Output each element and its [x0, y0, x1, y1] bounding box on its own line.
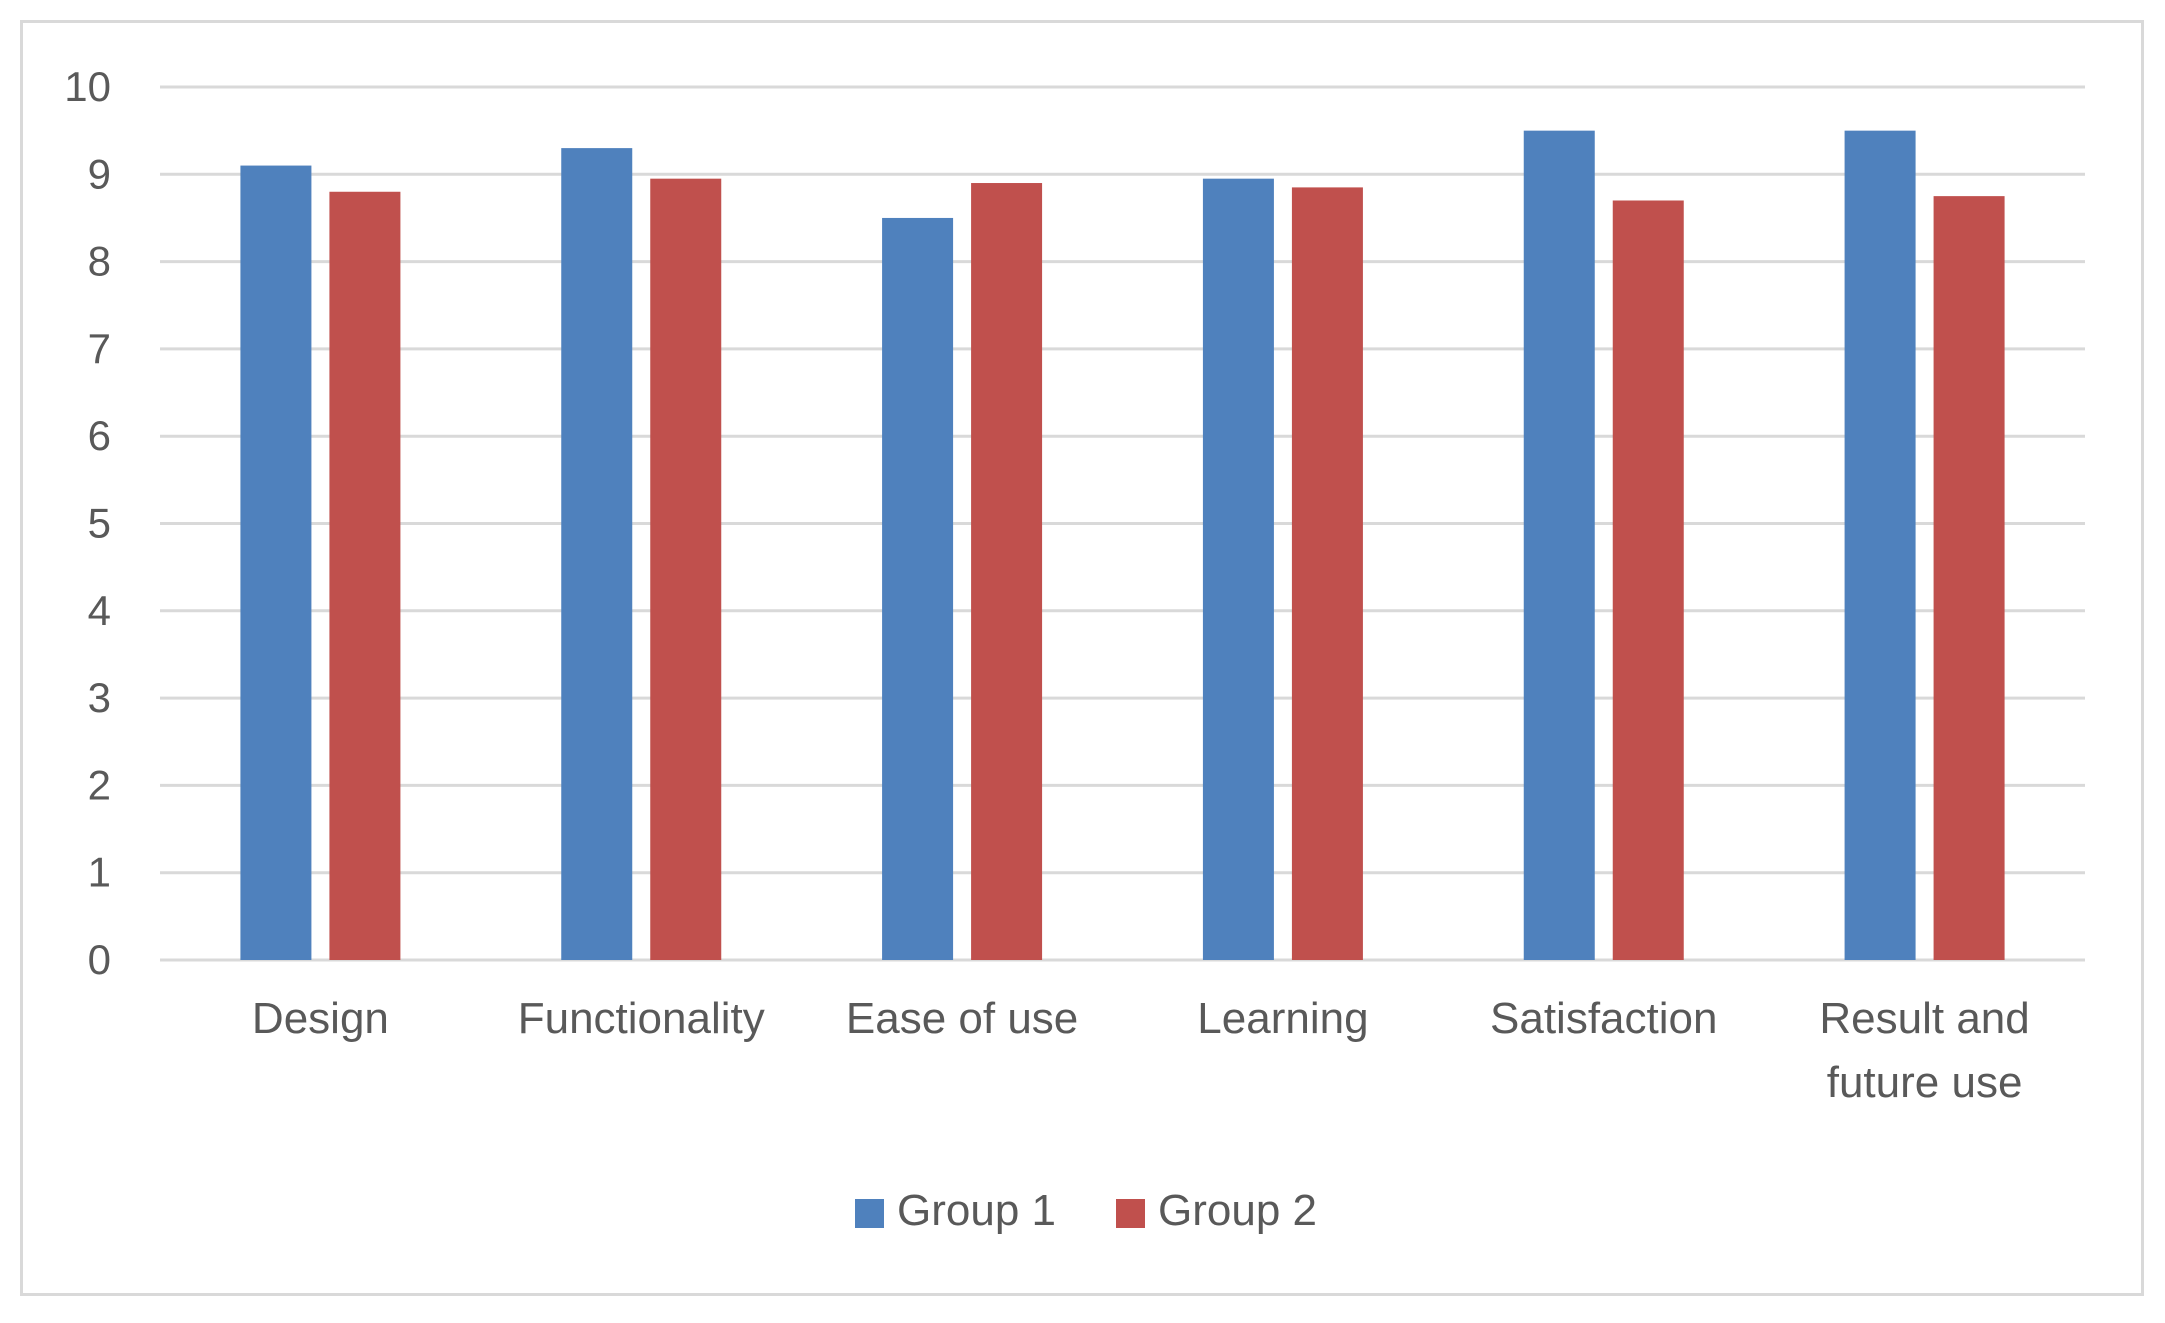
y-tick-label: 4 [88, 587, 111, 634]
bar-group-1 [561, 148, 633, 961]
legend-swatch [855, 1199, 884, 1228]
legend-label: Group 2 [1158, 1186, 1317, 1235]
legend-label: Group 1 [897, 1186, 1056, 1235]
bar-group-2 [329, 191, 401, 960]
bar-group-2 [650, 178, 722, 961]
x-category-label: Design [252, 994, 389, 1043]
y-tick-label: 8 [88, 238, 111, 285]
y-tick-label: 1 [88, 849, 111, 896]
bar-group-1 [1523, 130, 1595, 960]
x-category-label: Functionality [518, 994, 765, 1043]
y-tick-label: 2 [88, 761, 111, 808]
gridlines [160, 85, 2085, 962]
y-tick-label: 10 [64, 63, 111, 110]
x-axis-category-labels: Design Functionality Ease of use Learning Sa… [252, 994, 2030, 1107]
bars [240, 130, 2005, 961]
bar-group-1 [240, 165, 312, 960]
bar-group-2 [1291, 187, 1363, 960]
bar-group-1 [1844, 130, 1916, 960]
y-tick-label: 6 [88, 412, 111, 459]
x-category-label: Ease of use [846, 994, 1078, 1043]
y-tick-label: 7 [88, 325, 111, 372]
x-category-label: Satisfaction [1490, 994, 1717, 1043]
x-category-label: Result and future use [1819, 994, 2029, 1107]
bar-chart: 0 1 2 3 4 5 6 7 8 9 10 Design Functionality Ease of … [64, 63, 2085, 1235]
bar-group-2 [971, 183, 1043, 960]
bar-group-2 [1612, 200, 1684, 961]
y-axis-tick-labels: 0 1 2 3 4 5 6 7 8 9 10 [64, 63, 111, 983]
legend-swatch [1116, 1199, 1145, 1228]
legend: Group 1 Group 2 [855, 1186, 1317, 1235]
bar-group-1 [1202, 178, 1274, 961]
y-tick-label: 5 [88, 500, 111, 547]
y-tick-label: 3 [88, 674, 111, 721]
x-category-label: Learning [1197, 994, 1368, 1043]
bar-group-2 [1933, 196, 2005, 960]
y-tick-label: 0 [88, 936, 111, 983]
bar-group-1 [882, 217, 954, 960]
chart-frame: 0 1 2 3 4 5 6 7 8 9 10 Design Functionality Ease of … [20, 20, 2144, 1296]
y-tick-label: 9 [88, 150, 111, 197]
